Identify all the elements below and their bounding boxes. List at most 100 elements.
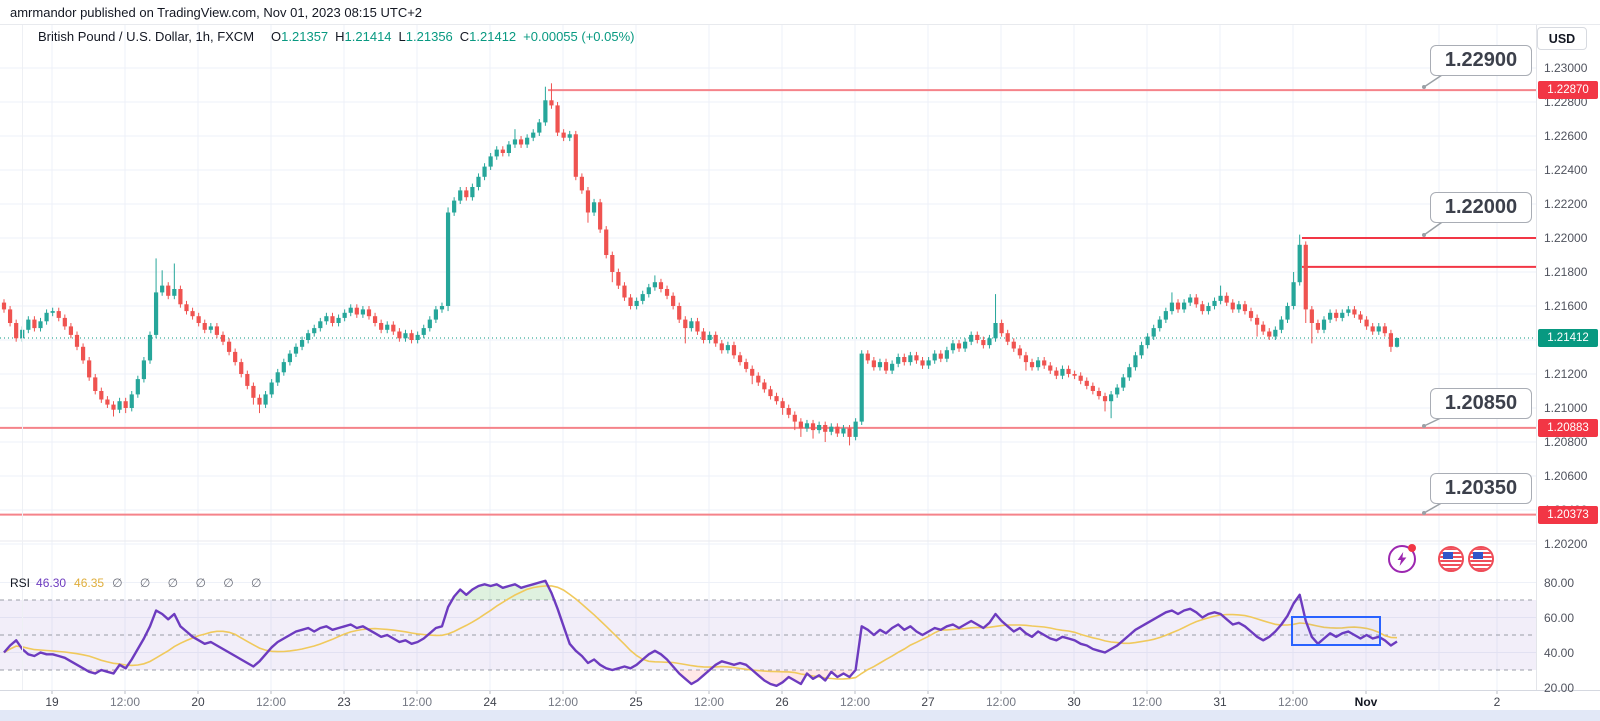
price-axis-label[interactable]: 1.22600: [1544, 129, 1588, 143]
rsi-line[interactable]: [3, 579, 1398, 687]
currency-toggle-button[interactable]: USD: [1537, 27, 1587, 50]
time-axis-label[interactable]: 31: [1213, 695, 1227, 709]
candle-body: [379, 323, 384, 330]
time-axis-label[interactable]: 2: [1493, 695, 1501, 709]
candle-body: [549, 100, 554, 106]
time-axis-label[interactable]: 25: [629, 695, 643, 709]
candle-body: [1169, 302, 1175, 312]
price-callout-1.22000[interactable]: 1.22000: [1430, 192, 1532, 223]
time-axis-label[interactable]: 12:00: [839, 695, 871, 709]
candle-body: [744, 362, 749, 369]
time-axis-label[interactable]: 19: [45, 695, 59, 709]
candle-body: [567, 134, 572, 138]
price-axis-label[interactable]: 1.22400: [1544, 163, 1588, 177]
candle-body: [896, 357, 901, 364]
low-value: 1.21356: [405, 29, 453, 44]
candle-body: [1194, 297, 1199, 305]
price-axis-label[interactable]: 1.20600: [1544, 469, 1588, 483]
candle-body: [269, 382, 274, 395]
candle-body: [531, 132, 536, 138]
candle-body: [817, 425, 822, 431]
us-economic-event-icon-1[interactable]: [1438, 546, 1464, 572]
time-axis-label[interactable]: Nov: [1354, 695, 1378, 709]
price-axis-divider[interactable]: [1536, 25, 1537, 690]
price-axis-label[interactable]: 1.21000: [1544, 401, 1588, 415]
candle-body: [1267, 331, 1272, 337]
price-callout-1.20850[interactable]: 1.20850: [1430, 388, 1532, 419]
time-axis-label[interactable]: 26: [775, 695, 789, 709]
gridlines: [0, 25, 1536, 690]
candle-body: [1327, 312, 1333, 320]
time-axis-label[interactable]: 27: [921, 695, 935, 709]
candle-body: [1315, 323, 1321, 330]
time-axis-label[interactable]: 12:00: [1277, 695, 1309, 709]
candle-body: [1127, 367, 1132, 378]
price-axis-label[interactable]: 1.20800: [1544, 435, 1588, 449]
candle-body: [506, 144, 511, 153]
time-axis-label[interactable]: 12:00: [401, 695, 433, 709]
candle-body: [786, 408, 791, 415]
candle-body: [646, 287, 651, 295]
candle-body: [439, 306, 445, 310]
candle-body: [829, 426, 834, 432]
time-axis-label[interactable]: 12:00: [255, 695, 287, 709]
drawn-rectangle[interactable]: [1291, 616, 1381, 646]
candle-body: [56, 311, 61, 318]
time-axis-divider[interactable]: [0, 690, 1600, 691]
price-callout-1.22900[interactable]: 1.22900: [1430, 45, 1532, 76]
candle-body: [482, 166, 487, 177]
candle-body: [336, 317, 341, 323]
candle-body: [750, 368, 755, 376]
rsi-legend[interactable]: RSI 46.30 46.35 ∅ ∅ ∅ ∅ ∅ ∅: [10, 576, 268, 590]
time-axis-label[interactable]: 30: [1067, 695, 1081, 709]
rsi-axis-label[interactable]: 40.00: [1544, 645, 1575, 660]
candle-body: [1042, 360, 1047, 366]
candle-body: [275, 372, 280, 383]
price-axis-label[interactable]: 1.21800: [1544, 265, 1588, 279]
candle-body: [1303, 244, 1308, 310]
time-axis-label[interactable]: 12:00: [547, 695, 579, 709]
candle-body: [1206, 306, 1211, 312]
rsi-axis-label[interactable]: 60.00: [1544, 610, 1575, 625]
candle-body: [981, 340, 986, 346]
candle-body: [403, 333, 408, 339]
candle-body: [87, 360, 92, 378]
price-axis-label[interactable]: 1.23000: [1544, 61, 1588, 75]
candle-body: [1109, 394, 1114, 402]
price-callout-1.20350[interactable]: 1.20350: [1430, 473, 1532, 504]
time-axis-label[interactable]: 23: [337, 695, 351, 709]
ideas-lightning-icon[interactable]: [1388, 544, 1416, 573]
candle-body: [105, 399, 110, 405]
time-axis-label[interactable]: 12:00: [1131, 695, 1163, 709]
candle-body: [214, 326, 220, 335]
candle-body: [810, 423, 816, 431]
price-axis-label[interactable]: 1.22200: [1544, 197, 1588, 211]
candles-series[interactable]: [1, 83, 1400, 446]
rsi-axis-label[interactable]: 20.00: [1544, 680, 1575, 695]
candle-body: [32, 319, 37, 329]
candle-body: [348, 307, 353, 313]
candle-body: [525, 137, 530, 145]
candle-body: [80, 346, 86, 361]
time-axis-label[interactable]: 12:00: [109, 695, 141, 709]
time-axis-label[interactable]: 24: [483, 695, 497, 709]
price-axis-label[interactable]: 1.21600: [1544, 299, 1588, 313]
us-economic-event-icon-2[interactable]: [1468, 546, 1494, 572]
price-tag-1.21412: 1.21412: [1538, 328, 1598, 347]
time-axis-label[interactable]: 20: [191, 695, 205, 709]
price-axis-label[interactable]: 1.22000: [1544, 231, 1588, 245]
time-axis-label[interactable]: 12:00: [693, 695, 725, 709]
candle-body: [555, 105, 560, 133]
price-tag-1.20373: 1.20373: [1538, 505, 1598, 524]
rsi-axis-label[interactable]: 80.00: [1544, 575, 1575, 590]
high-label: H: [335, 29, 345, 44]
chart-event-icons: [1388, 544, 1494, 573]
candle-body: [38, 321, 43, 329]
price-axis-label[interactable]: 1.21200: [1544, 367, 1588, 381]
candle-body: [1078, 375, 1083, 381]
time-axis-label[interactable]: 12:00: [985, 695, 1017, 709]
price-axis-label[interactable]: 1.20200: [1544, 537, 1588, 551]
candle-body: [299, 340, 305, 347]
candle-body: [257, 397, 262, 405]
